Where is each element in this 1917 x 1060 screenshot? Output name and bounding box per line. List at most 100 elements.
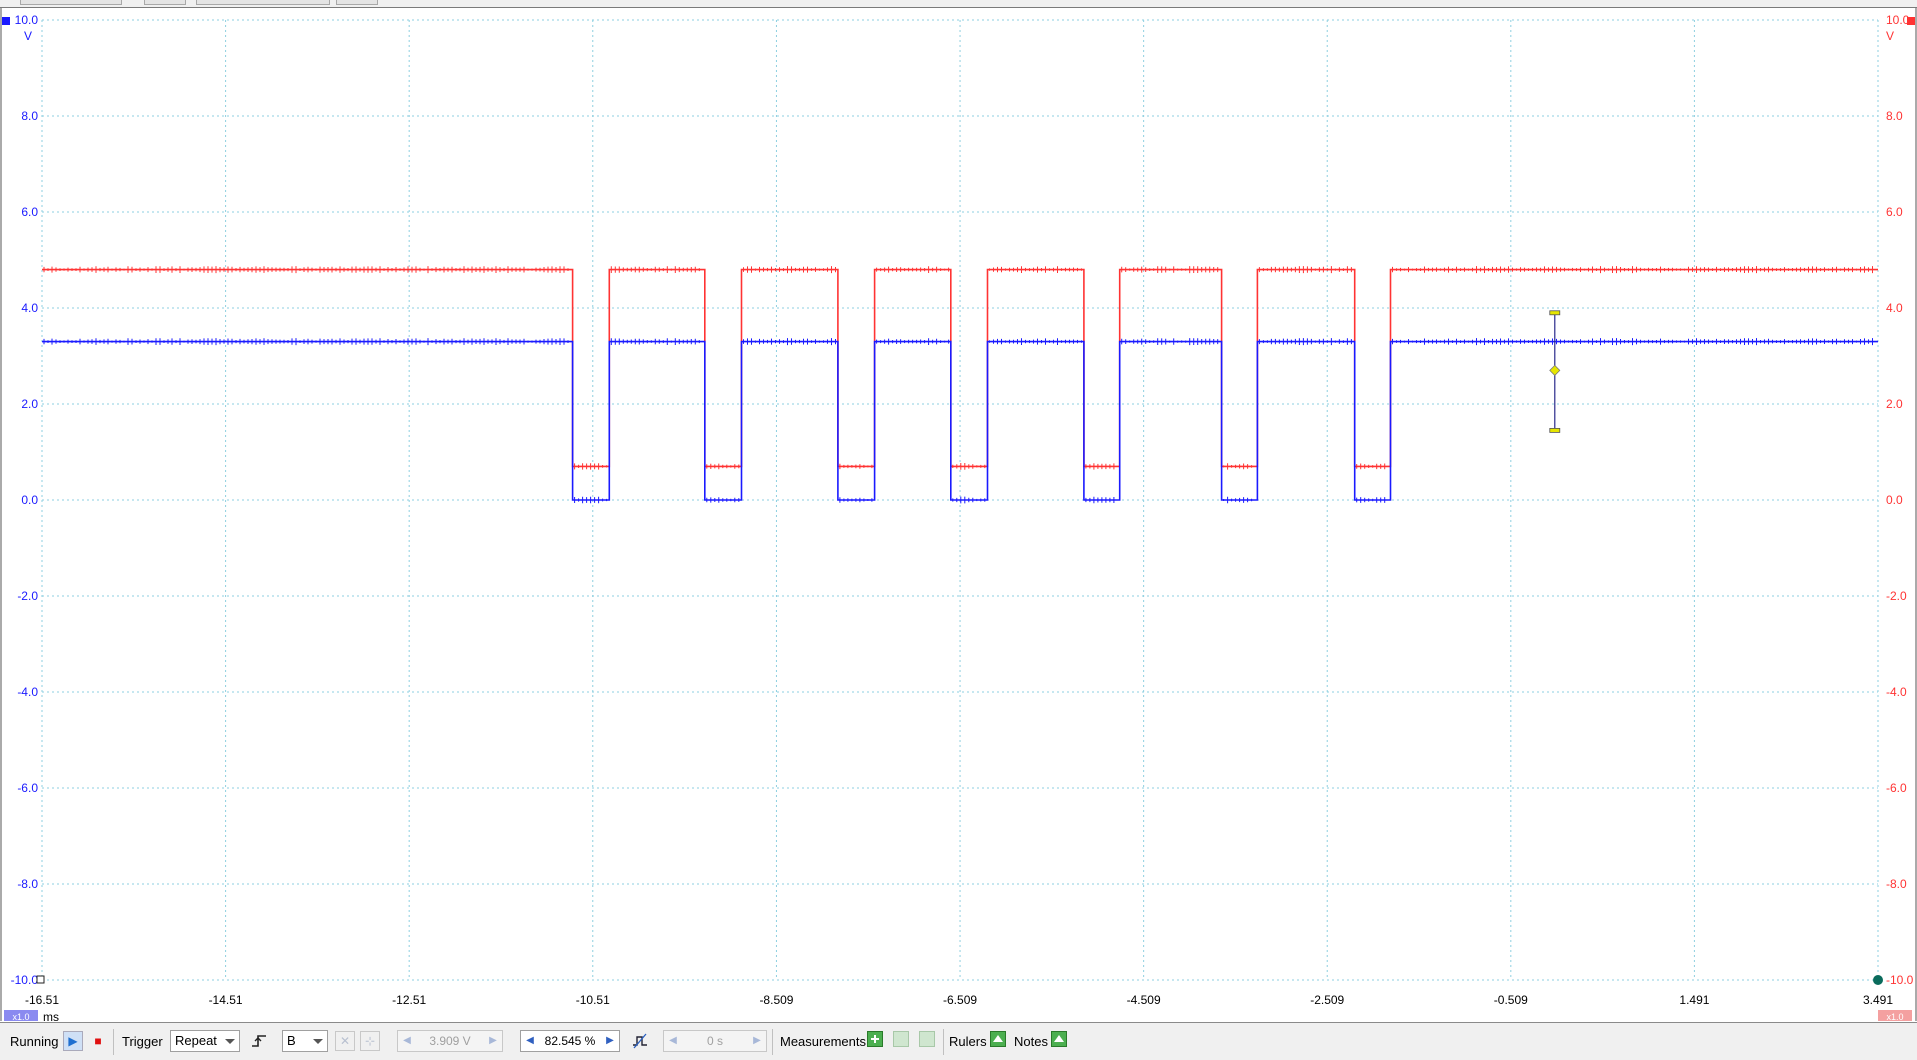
waveform-noise-a	[989, 266, 1082, 273]
right-axis-tick-label: 0.0	[1886, 493, 1903, 507]
rulers-expand-icon[interactable]	[990, 1031, 1006, 1047]
right-axis-tick-label: 6.0	[1886, 205, 1903, 219]
waveform-noise-a	[839, 463, 873, 470]
right-axis-tick-label: -6.0	[1886, 781, 1907, 795]
right-axis-tick-label: 8.0	[1886, 109, 1903, 123]
channel-a-marker[interactable]	[1907, 17, 1915, 25]
measurements-label: Measurements	[780, 1034, 866, 1049]
threshold-spinner[interactable]: ◀ 3.909 V ▶	[397, 1030, 503, 1052]
top-tab[interactable]	[144, 0, 186, 5]
pretrigger-spinner[interactable]: ◀ 82.545 % ▶	[520, 1030, 620, 1052]
x-axis-tick-label: -6.509	[943, 993, 977, 1007]
waveform-noise-a	[1085, 463, 1115, 470]
waveform-noise-b	[1121, 338, 1219, 346]
x-axis-unit: ms	[43, 1010, 59, 1021]
left-axis-tick-label: 6.0	[21, 205, 38, 219]
left-axis-tick-label: -8.0	[17, 877, 38, 891]
waveform-noise-b	[743, 338, 836, 346]
delete-measurement-icon[interactable]	[919, 1031, 935, 1047]
stop-icon[interactable]: ■	[94, 1034, 102, 1048]
left-axis-unit: V	[24, 29, 32, 43]
trigger-marker-top-handle[interactable]	[1549, 310, 1561, 316]
separator	[943, 1029, 944, 1055]
waveform-noise-a	[952, 463, 986, 470]
top-tab[interactable]	[196, 0, 330, 5]
increment-icon[interactable]: ▶	[753, 1035, 761, 1046]
play-icon[interactable]: ▶	[63, 1031, 83, 1051]
waveform-noise-b	[610, 338, 700, 345]
top-tab-strip	[0, 0, 1917, 8]
increment-icon[interactable]: ▶	[489, 1035, 497, 1046]
origin-marker[interactable]	[36, 975, 45, 984]
channel-b-marker[interactable]	[2, 17, 10, 25]
delay-value: 0 s	[706, 1034, 723, 1048]
waveform-noise-a	[43, 266, 569, 274]
x-axis-tick-label: -8.509	[759, 993, 793, 1007]
x-axis-tick-label: -0.509	[1494, 993, 1528, 1007]
waveform-noise-b	[1085, 496, 1115, 504]
decrement-icon[interactable]: ◀	[526, 1035, 534, 1046]
waveform-noise-a	[574, 463, 608, 470]
right-axis-tick-label: -2.0	[1886, 589, 1907, 603]
right-axis-unit: V	[1886, 29, 1894, 43]
edit-measurement-icon[interactable]	[893, 1031, 909, 1047]
time-end-marker[interactable]	[1873, 975, 1883, 985]
x-axis-tick-label: -14.51	[209, 993, 243, 1007]
waveform-noise-b	[839, 497, 873, 503]
x-axis-tick-label: 1.491	[1679, 993, 1709, 1007]
separator	[772, 1029, 773, 1055]
left-axis-tick-label: 8.0	[21, 109, 38, 123]
waveform-noise-a	[1258, 266, 1352, 274]
top-tab[interactable]	[20, 0, 122, 5]
right-axis-tick-label: -10.0	[1886, 973, 1914, 987]
left-axis-tick-label: 2.0	[21, 397, 38, 411]
waveform-noise-a	[1392, 266, 1873, 274]
notes-label: Notes	[1014, 1034, 1048, 1049]
x-axis-tick-label: 3.491	[1863, 993, 1893, 1007]
chevron-down-icon	[313, 1039, 323, 1044]
waveform-noise-a	[1356, 463, 1386, 470]
left-axis-tick-label: 0.0	[21, 493, 38, 507]
pretrigger-value: 82.545 %	[544, 1034, 596, 1048]
right-scale-badge[interactable]	[1878, 1010, 1912, 1021]
scope-view[interactable]: 10.0 10.0 8.0 8.0 6.0 6.0 4.0 4.0 2.0 2.0 0.0 0.0 -2…	[0, 8, 1917, 1021]
trigger-advanced-icon[interactable]: ✕	[335, 1031, 355, 1051]
waveform-noise-b	[1392, 338, 1873, 346]
trigger-source-select[interactable]: B	[282, 1030, 328, 1052]
left-scale-badge[interactable]	[4, 1010, 38, 1021]
add-measurement-icon[interactable]	[867, 1031, 883, 1047]
increment-icon[interactable]: ▶	[606, 1035, 614, 1046]
trigger-mode-select[interactable]: Repeat	[170, 1030, 240, 1052]
decrement-icon[interactable]: ◀	[403, 1035, 411, 1046]
waveform-noise-a	[1223, 463, 1253, 470]
x-axis-tick-label: -10.51	[576, 993, 610, 1007]
left-axis-tick-label: -6.0	[17, 781, 38, 795]
trigger-label: Trigger	[122, 1034, 163, 1049]
waveform-noise-a	[1121, 266, 1219, 274]
left-scale-badge-text: x1.0	[12, 1012, 29, 1021]
left-axis-tick-label: -4.0	[17, 685, 38, 699]
waveform-noise-b	[1258, 338, 1352, 346]
rising-edge-icon[interactable]	[249, 1031, 269, 1051]
x-axis-tick-label: -2.509	[1310, 993, 1344, 1007]
trigger-source-value: B	[287, 1033, 296, 1048]
trigger-marker-bottom-handle[interactable]	[1549, 427, 1561, 433]
right-axis-tick-label: 4.0	[1886, 301, 1903, 315]
waveform-noise-a	[610, 266, 700, 273]
trigger-options-icon[interactable]: ⊹	[360, 1031, 380, 1051]
top-tab[interactable]	[336, 0, 378, 5]
right-axis-tick-label: 10.0	[1886, 13, 1910, 27]
trigger-marker-diamond[interactable]	[1549, 364, 1561, 376]
scope-plot[interactable]: 10.0 10.0 8.0 8.0 6.0 6.0 4.0 4.0 2.0 2.0 0.0 0.0 -2…	[0, 8, 1917, 1021]
trigger-mode-value: Repeat	[175, 1033, 217, 1048]
chevron-down-icon	[225, 1039, 235, 1044]
right-axis-tick-label: -4.0	[1886, 685, 1907, 699]
notes-expand-icon[interactable]	[1051, 1031, 1067, 1047]
bottom-toolbar: Running ▶ ■ Trigger Repeat B ✕ ⊹ ◀ 3.909…	[0, 1022, 1917, 1060]
running-label: Running	[10, 1034, 59, 1049]
post-trigger-icon[interactable]	[630, 1031, 650, 1051]
waveform-noise-b	[952, 496, 986, 504]
delay-spinner[interactable]: ◀ 0 s ▶	[663, 1030, 767, 1052]
decrement-icon[interactable]: ◀	[669, 1035, 677, 1046]
waveform-noise-b	[876, 338, 950, 345]
